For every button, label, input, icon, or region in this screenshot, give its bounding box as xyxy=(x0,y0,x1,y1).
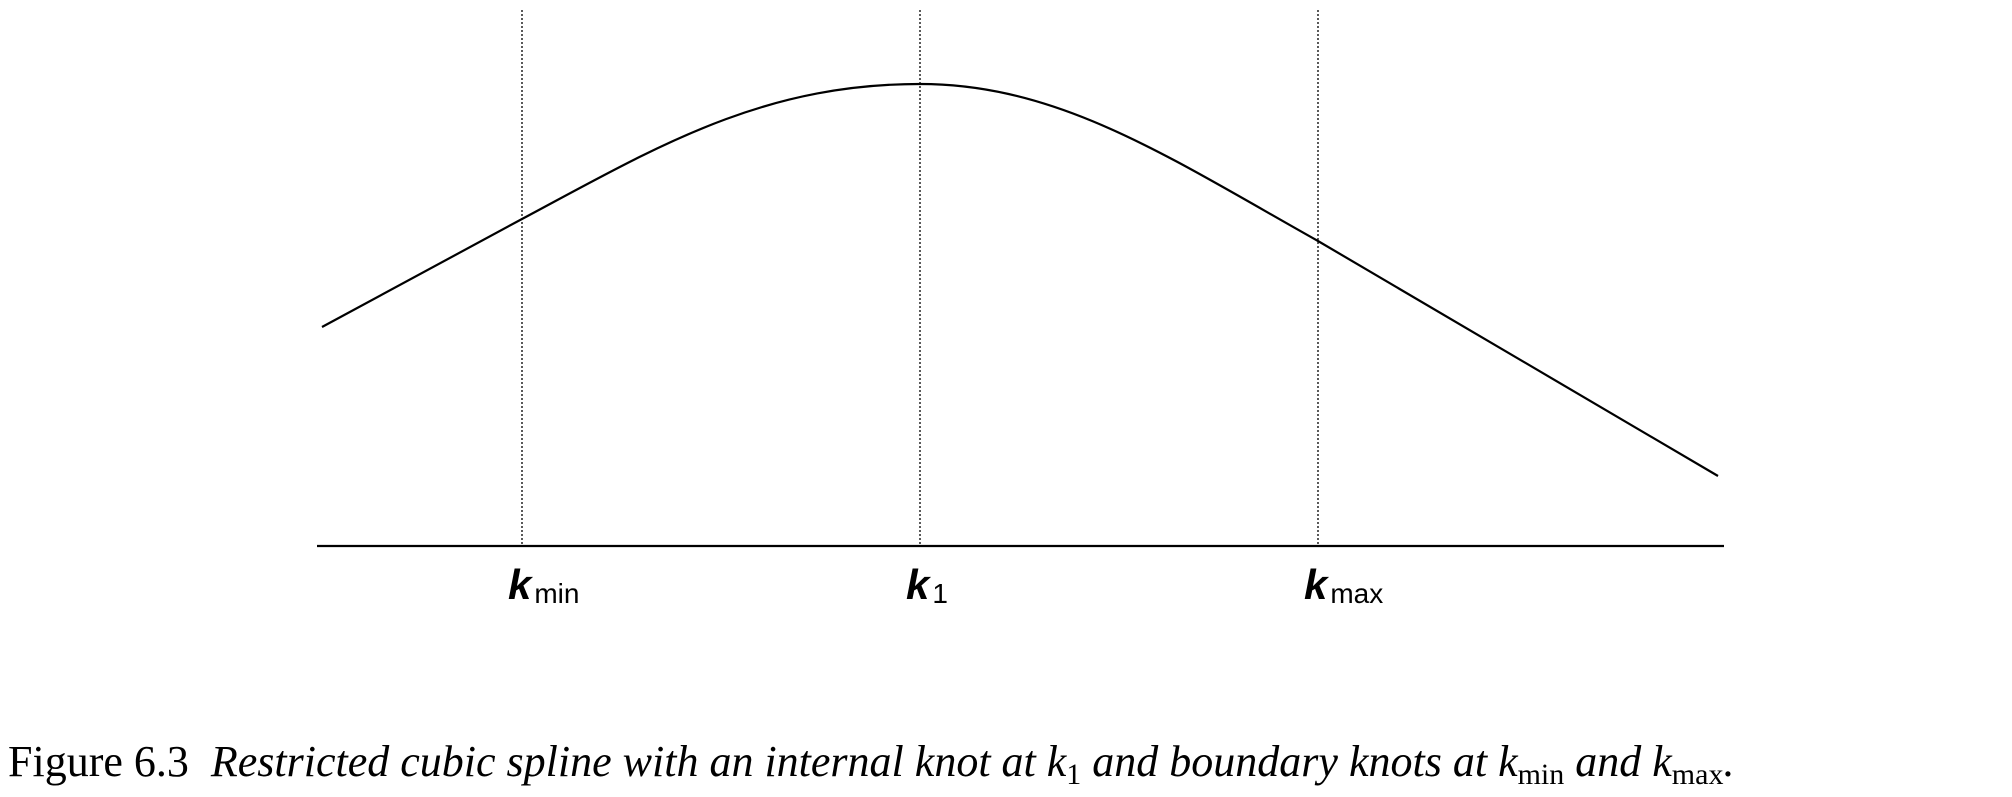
caption-text-1: Restricted cubic spline with an internal… xyxy=(210,737,1036,786)
caption-label: Figure 6.3 xyxy=(8,737,189,786)
caption-var-kmax: k xyxy=(1652,737,1672,786)
caption-sub-min: min xyxy=(1517,758,1565,791)
caption-var-k1: k xyxy=(1046,737,1067,786)
caption-text-3: and xyxy=(1575,737,1642,786)
caption-text-2: and boundary knots at xyxy=(1092,737,1488,786)
knot-label-kmax: k max xyxy=(1304,561,1383,609)
knot-label-kmin: k min xyxy=(508,561,579,609)
spline-curve xyxy=(321,82,1719,477)
figure-caption: Figure 6.3 Restricted cubic spline with a… xyxy=(8,740,1734,790)
caption-period: . xyxy=(1723,737,1735,786)
caption-sub-1: 1 xyxy=(1066,758,1082,791)
caption-var-kmin: k xyxy=(1498,737,1518,786)
caption-sub-max: max xyxy=(1671,758,1724,791)
